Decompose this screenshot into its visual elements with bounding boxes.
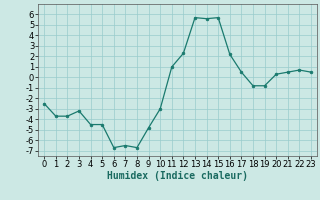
X-axis label: Humidex (Indice chaleur): Humidex (Indice chaleur) xyxy=(107,171,248,181)
